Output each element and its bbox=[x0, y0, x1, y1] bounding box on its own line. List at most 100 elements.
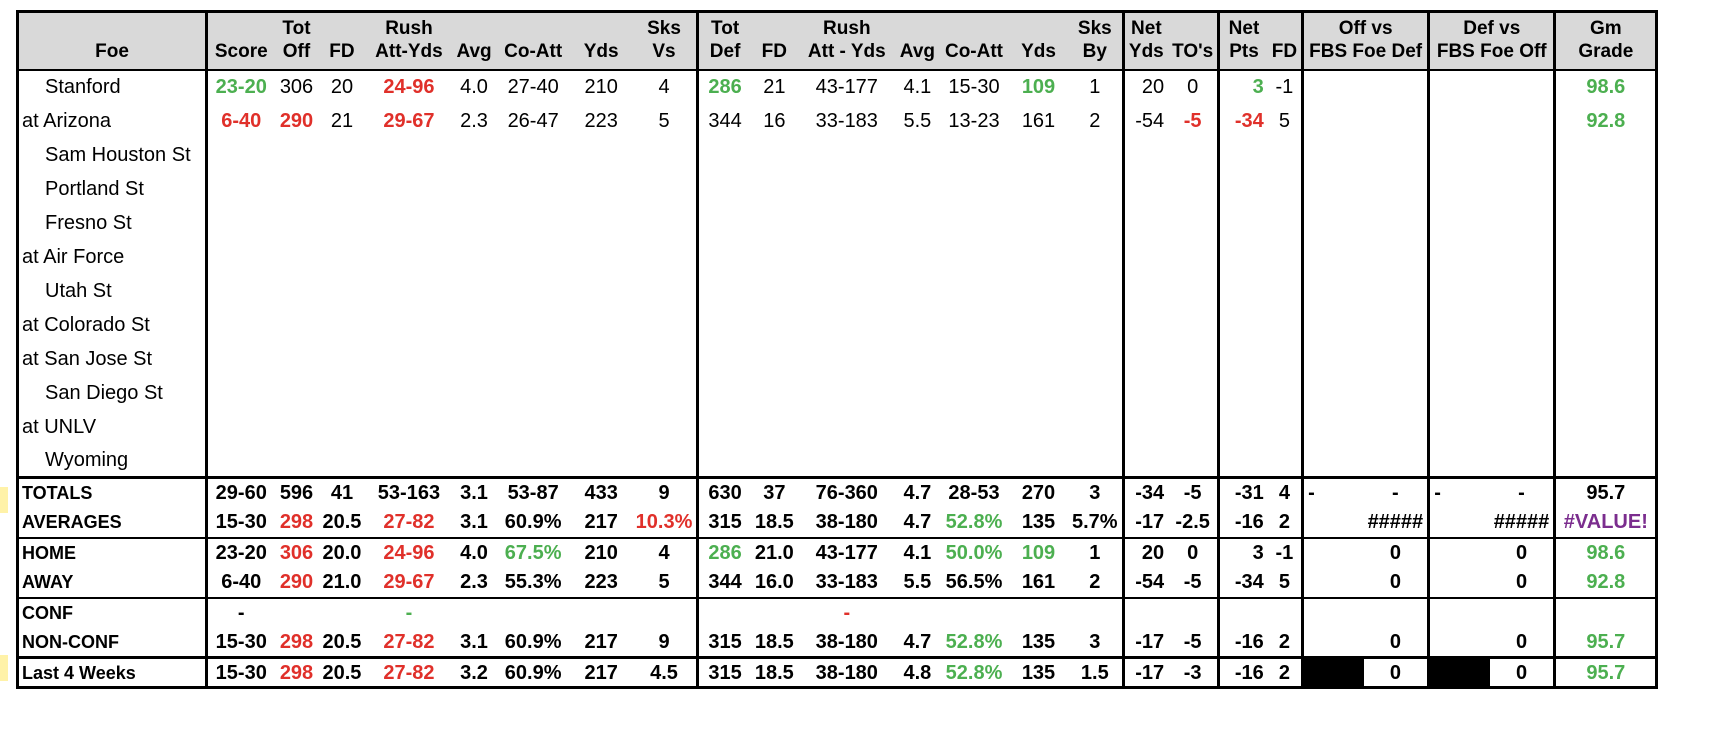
game-tot-def bbox=[696, 307, 751, 342]
game-score bbox=[205, 409, 275, 444]
game-dyds bbox=[1009, 172, 1068, 206]
game-fd bbox=[319, 274, 366, 308]
summary-cell: -3 bbox=[1168, 656, 1219, 688]
summary-cell: 135 bbox=[1021, 511, 1056, 533]
summary-cell: - bbox=[1427, 476, 1490, 508]
summary-cell: 98.6 bbox=[1553, 536, 1657, 568]
game-rush bbox=[365, 308, 452, 342]
game-tot-off bbox=[275, 206, 319, 240]
game-net-to bbox=[1168, 274, 1219, 308]
game-yds: 223 bbox=[584, 109, 618, 132]
game-def-vs bbox=[1427, 307, 1555, 342]
summary-cell: 2 bbox=[1089, 571, 1101, 593]
game-grade bbox=[1553, 341, 1657, 376]
summary-cell: 6-40 bbox=[205, 567, 275, 598]
summary-cell bbox=[1427, 656, 1490, 688]
summary-cell: 15-30 bbox=[205, 627, 275, 658]
summary-cell: 4.8 bbox=[895, 656, 939, 688]
game-drush bbox=[798, 274, 896, 308]
game-rush bbox=[365, 410, 452, 444]
header-cell: Yds bbox=[1121, 39, 1169, 71]
game-tot-off bbox=[275, 172, 319, 206]
summary-cell: 38-180 bbox=[797, 656, 896, 688]
summary-cell: 10.3% bbox=[635, 511, 693, 533]
game-rush: 24-96 bbox=[383, 76, 435, 98]
game-net-to bbox=[1168, 172, 1219, 206]
summary-cell: 95.7 bbox=[1553, 656, 1657, 688]
summary-row: AVERAGES 15-30 298 20.5 27-82 3.1 60.9% 217 10.3… bbox=[16, 507, 1657, 538]
game-sks-by bbox=[1068, 342, 1123, 376]
game-davg bbox=[896, 410, 939, 444]
game-score: 6-40 bbox=[205, 103, 275, 138]
game-score bbox=[205, 239, 275, 274]
summary-cell bbox=[750, 596, 798, 628]
summary-cell: 20.5 bbox=[318, 656, 366, 688]
game-yds bbox=[571, 444, 632, 478]
foe-name: at San Jose St bbox=[16, 341, 207, 376]
summary-cell: 20.0 bbox=[318, 536, 366, 568]
summary-cell: 0 bbox=[1168, 536, 1219, 568]
game-tot-def: 286 bbox=[696, 69, 751, 104]
header-cell: Tot bbox=[274, 10, 319, 40]
game-dyds bbox=[1009, 444, 1068, 478]
game-drush bbox=[798, 376, 896, 410]
summary-cell bbox=[1217, 596, 1268, 628]
game-sks-vs bbox=[632, 410, 698, 444]
game-grade bbox=[1553, 273, 1657, 308]
game-tot-def bbox=[696, 137, 751, 172]
header-cell: FD bbox=[318, 39, 366, 71]
foe-name: at Air Force bbox=[16, 239, 207, 274]
summary-cell: 0 bbox=[1363, 656, 1429, 688]
summary-cell: -1 bbox=[1267, 536, 1303, 568]
game-score bbox=[205, 273, 275, 308]
game-rush bbox=[365, 274, 452, 308]
summary-cell: - bbox=[1301, 476, 1364, 508]
summary-cell: 15-30 bbox=[205, 656, 275, 688]
game-dyds: 161 bbox=[1021, 109, 1056, 132]
summary-cell: 630 bbox=[696, 476, 751, 508]
summary-cell: 2 bbox=[1278, 511, 1290, 533]
game-row: Fresno St bbox=[16, 205, 1657, 240]
header-cell bbox=[1009, 10, 1068, 40]
game-dyds bbox=[1009, 138, 1068, 172]
game-fd bbox=[319, 376, 366, 410]
game-rush bbox=[365, 444, 452, 478]
game-sks-vs bbox=[632, 308, 698, 342]
summary-cell: 315 bbox=[696, 507, 751, 538]
game-avg bbox=[452, 376, 495, 410]
game-net-to: 0 bbox=[1187, 76, 1199, 98]
game-net-to bbox=[1168, 376, 1219, 410]
game-fd bbox=[319, 172, 366, 206]
game-drush bbox=[798, 240, 896, 274]
game-dco-att bbox=[939, 342, 1009, 376]
game-sks-by bbox=[1068, 308, 1123, 342]
game-dfd: 16 bbox=[763, 109, 786, 132]
summary-cell bbox=[452, 596, 496, 628]
summary-cell: -16 bbox=[1217, 627, 1268, 658]
game-davg: 4.1 bbox=[903, 76, 932, 98]
summary-cell: 4 bbox=[631, 536, 698, 568]
header-cell: TO's bbox=[1168, 39, 1219, 71]
game-net-yds: -54 bbox=[1121, 103, 1169, 138]
game-def-vs bbox=[1427, 239, 1555, 274]
game-net-yds bbox=[1121, 341, 1169, 376]
game-dco-att bbox=[939, 376, 1009, 410]
game-avg bbox=[452, 138, 495, 172]
game-co-att bbox=[496, 308, 571, 342]
game-fd bbox=[319, 206, 366, 240]
header-cell: Yds bbox=[570, 39, 632, 71]
game-score bbox=[205, 375, 275, 410]
game-net-to bbox=[1168, 138, 1219, 172]
game-dco-att bbox=[939, 410, 1009, 444]
summary-cell: 135 bbox=[1021, 630, 1056, 653]
summary-cell: 1 bbox=[1068, 536, 1124, 568]
game-tot-off bbox=[275, 138, 319, 172]
game-sks-by bbox=[1068, 172, 1123, 206]
game-net-yds bbox=[1121, 409, 1169, 444]
game-davg bbox=[896, 308, 939, 342]
game-score bbox=[205, 137, 275, 172]
game-dfd bbox=[751, 206, 798, 240]
summary-cell bbox=[570, 596, 632, 628]
game-off-vs bbox=[1301, 307, 1429, 342]
summary-cell: 4.0 bbox=[452, 536, 496, 568]
